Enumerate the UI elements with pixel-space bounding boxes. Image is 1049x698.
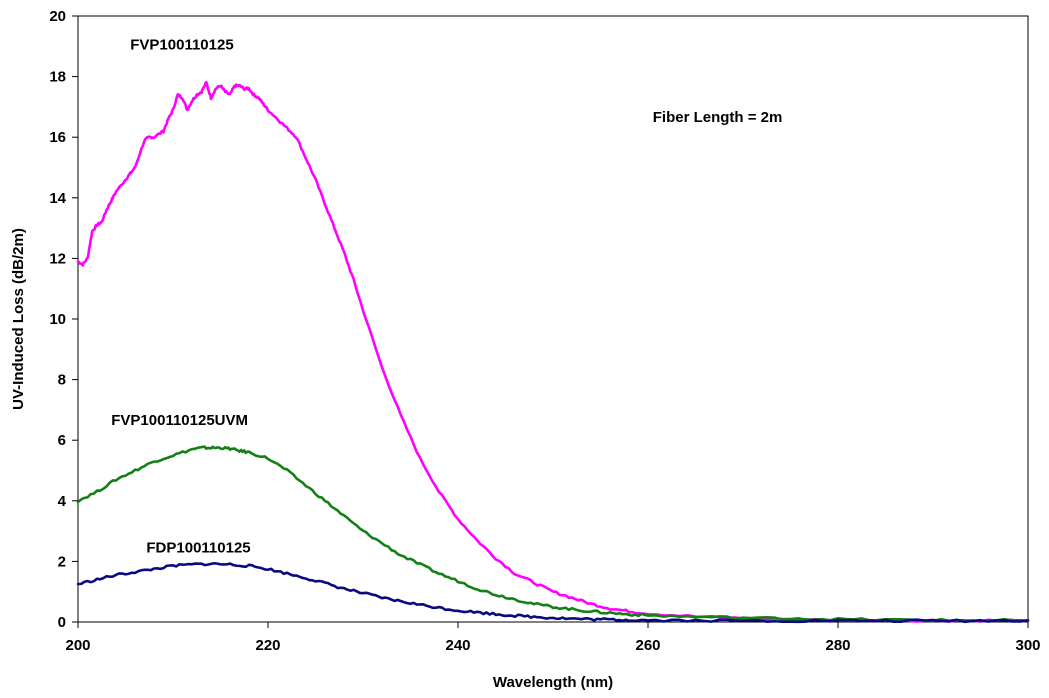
x-tick-label: 280 [825,637,850,654]
y-tick-label: 14 [49,190,66,207]
axes-layer: 0 2 4 6 8 10 12 14 16 18 20 200 220 240 260 280 300 [49,8,1040,654]
y-tick-label: 18 [49,69,66,86]
series-line-2 [76,445,1030,623]
y-tick-label: 0 [58,614,66,631]
annotation-text: Fiber Length = 2m [653,109,783,126]
x-tick-label: 260 [635,637,660,654]
series-label-2: FVP100110125UVM [111,412,248,429]
x-tick-label: 200 [65,637,90,654]
series-label-3: FDP100110125 [146,539,250,556]
y-tick-label: 6 [58,432,66,449]
series-label-1: FVP100110125 [130,36,233,53]
series-line-1 [76,80,1030,623]
x-axis-title: Wavelength (nm) [493,674,613,691]
series-line-3 [76,561,1030,624]
y-tick-label: 4 [58,493,67,510]
x-tick-label: 300 [1015,637,1040,654]
y-tick-label: 16 [49,129,66,146]
y-tick-label: 2 [58,553,66,570]
labels-layer: FVP100110125 FVP100110125UVM FDP100110125 F… [111,36,782,556]
series-layer [76,80,1030,624]
y-tick-label: 10 [49,311,66,328]
y-tick-label: 8 [58,372,66,389]
x-tick-label: 220 [255,637,280,654]
y-axis-title: UV-Induced Loss (dB/2m) [10,228,27,410]
plot-area [77,15,1029,623]
x-tick-label: 240 [445,637,470,654]
y-tick-label: 12 [49,250,66,267]
y-tick-label: 20 [49,8,66,25]
